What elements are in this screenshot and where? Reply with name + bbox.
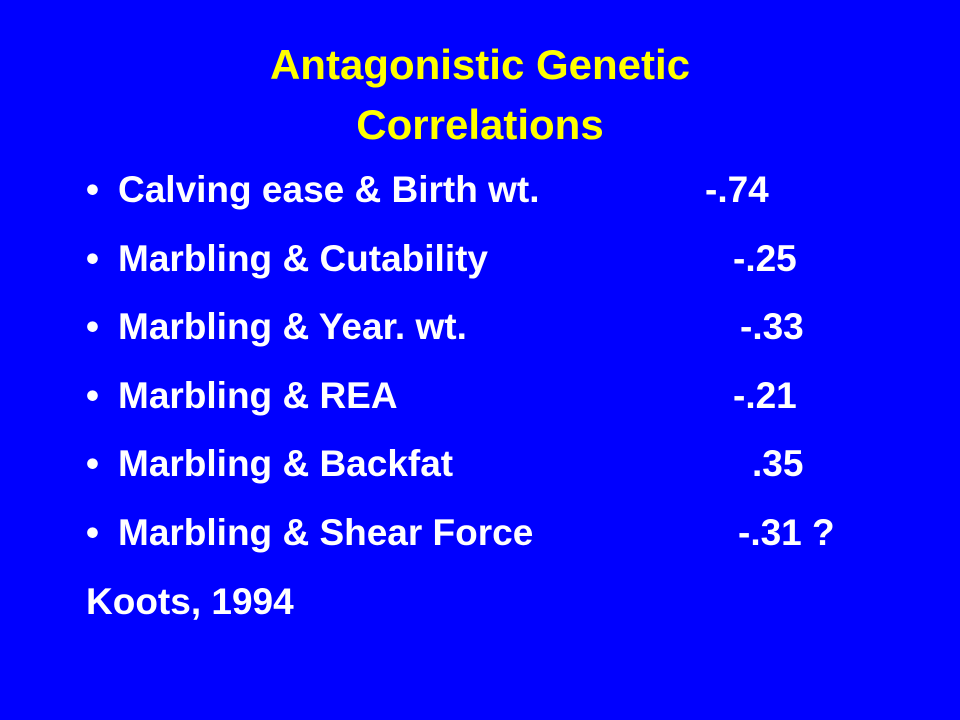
bullet-value: -.21: [733, 374, 797, 416]
bullet-dot: •: [86, 511, 99, 553]
bullet-dot: •: [86, 443, 99, 484]
bullet-label: Marbling & Shear Force: [118, 511, 534, 553]
bullet-label: Marbling & Year. wt.: [118, 306, 467, 347]
bullet-dot: •: [86, 237, 99, 279]
bullet-label: Marbling & Backfat: [118, 443, 454, 484]
slide-title: Correlations: [356, 101, 604, 148]
bullet-label: Calving ease & Birth wt.: [118, 169, 540, 210]
citation: Koots, 1994: [86, 581, 294, 622]
bullet-label: Marbling & Cutability: [118, 237, 488, 279]
bullet-value: -.25: [733, 237, 797, 279]
bullet-value: -.74: [705, 169, 769, 210]
bullet-dot: •: [86, 374, 99, 416]
bullet-value: .35: [752, 443, 804, 484]
slide-title: Antagonistic Genetic: [269, 41, 691, 88]
bullet-value: -.33: [740, 306, 804, 347]
bullet-label: Marbling & REA: [118, 374, 398, 416]
bullet-value: -.31 ?: [738, 511, 835, 553]
bullet-dot: •: [86, 169, 99, 210]
bullet-dot: •: [86, 306, 99, 347]
